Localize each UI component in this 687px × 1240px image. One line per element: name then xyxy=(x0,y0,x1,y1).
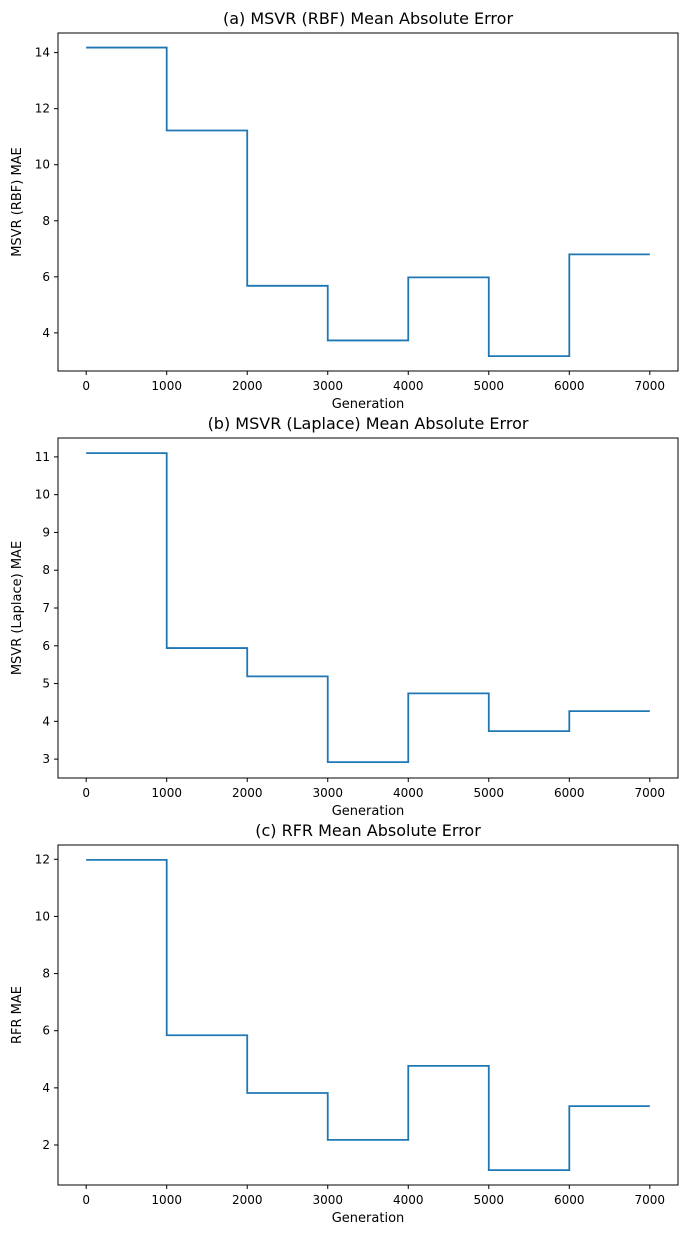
x-tick-label: 0 xyxy=(82,786,90,800)
y-tick-label: 7 xyxy=(42,601,50,615)
chart-title: (b) MSVR (Laplace) Mean Absolute Error xyxy=(208,414,529,433)
y-tick-label: 4 xyxy=(42,1081,50,1095)
plot-frame xyxy=(57,437,679,779)
y-tick-label: 4 xyxy=(42,326,50,340)
x-tick-label: 4000 xyxy=(393,1193,424,1207)
x-axis-label: Generation xyxy=(332,397,405,412)
y-tick-label: 8 xyxy=(42,967,50,981)
plot-frame xyxy=(57,32,679,372)
x-axis-label: Generation xyxy=(332,1211,405,1226)
y-axis-label: RFR MAE xyxy=(10,986,25,1044)
x-tick-label: 2000 xyxy=(232,1193,263,1207)
x-tick-label: 1000 xyxy=(151,786,182,800)
x-tick-label: 2000 xyxy=(232,786,263,800)
y-tick-label: 6 xyxy=(42,1024,50,1038)
y-tick-label: 4 xyxy=(42,714,50,728)
x-tick-label: 6000 xyxy=(554,786,585,800)
y-tick-label: 3 xyxy=(42,752,50,766)
x-tick-label: 6000 xyxy=(554,379,585,393)
x-tick-label: 0 xyxy=(82,1193,90,1207)
x-tick-label: 7000 xyxy=(635,786,666,800)
x-tick-label: 5000 xyxy=(474,1193,505,1207)
y-tick-label: 9 xyxy=(42,525,50,539)
y-tick-label: 12 xyxy=(35,852,50,866)
y-tick-label: 12 xyxy=(35,102,50,116)
y-axis-label: MSVR (RBF) MAE xyxy=(10,147,25,257)
y-tick-label: 14 xyxy=(35,46,50,60)
y-tick-label: 2 xyxy=(42,1138,50,1152)
series-line xyxy=(86,858,650,1172)
x-tick-label: 1000 xyxy=(151,379,182,393)
y-tick-label: 10 xyxy=(35,488,50,502)
y-tick-label: 8 xyxy=(42,214,50,228)
x-tick-label: 7000 xyxy=(635,1193,666,1207)
x-tick-label: 6000 xyxy=(554,1193,585,1207)
chart-panel-2: 0 1000 2000 3000 4000 5000 6000 7000 3 4 5 6 7 8 9 10 11… xyxy=(10,414,679,819)
y-axis-label: MSVR (Laplace) MAE xyxy=(10,541,25,675)
x-tick-label: 5000 xyxy=(474,379,505,393)
x-tick-label: 4000 xyxy=(393,379,424,393)
x-tick-label: 5000 xyxy=(474,786,505,800)
y-tick-label: 6 xyxy=(42,270,50,284)
y-tick-label: 6 xyxy=(42,639,50,653)
y-tick-label: 11 xyxy=(35,450,50,464)
x-tick-label: 7000 xyxy=(635,379,666,393)
chart-title: (a) MSVR (RBF) Mean Absolute Error xyxy=(223,9,513,28)
x-tick-label: 1000 xyxy=(151,1193,182,1207)
series-line xyxy=(86,46,650,358)
x-tick-label: 2000 xyxy=(232,379,263,393)
y-tick-label: 8 xyxy=(42,563,50,577)
x-tick-label: 3000 xyxy=(312,786,343,800)
series-line xyxy=(86,452,650,764)
x-tick-label: 3000 xyxy=(312,379,343,393)
x-tick-label: 4000 xyxy=(393,786,424,800)
y-tick-label: 10 xyxy=(35,158,50,172)
chart-panel-1: 0 1000 2000 3000 4000 5000 6000 7000 4 6 8 10 12 14 (a… xyxy=(10,9,679,412)
x-axis-label: Generation xyxy=(332,804,405,819)
chart-panel-3: 0 1000 2000 3000 4000 5000 6000 7000 2 4 6 8 10 12 (c)… xyxy=(10,821,679,1226)
plot-frame xyxy=(57,844,679,1186)
y-tick-label: 5 xyxy=(42,677,50,691)
y-tick-label: 10 xyxy=(35,909,50,923)
chart-title: (c) RFR Mean Absolute Error xyxy=(255,821,481,840)
x-tick-label: 0 xyxy=(82,379,90,393)
x-tick-label: 3000 xyxy=(312,1193,343,1207)
